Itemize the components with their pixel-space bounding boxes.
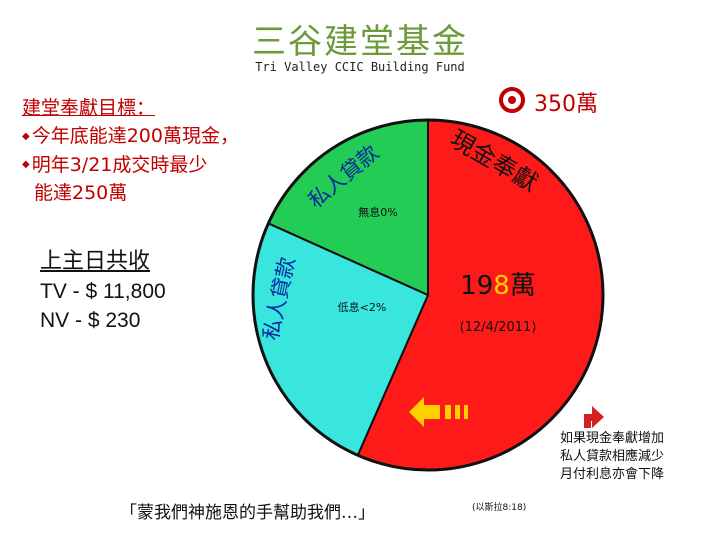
goal-line-2: 明年3/21成交時最少 <box>22 151 239 180</box>
note-line-1: 如果現金奉獻增加 <box>560 431 665 446</box>
low-interest-label: 低息<2% <box>338 300 387 314</box>
page-subtitle: Tri Valley CCIC Building Fund <box>255 60 465 74</box>
pie-outline <box>251 118 605 472</box>
offering-heading: 上主日共收 <box>40 248 151 273</box>
offering-block: 上主日共收 TV - $ 11,800 NV - $ 230 <box>40 246 166 335</box>
cash-amount-suffix: 萬 <box>510 271 536 301</box>
cash-amount: 198萬 <box>460 271 536 301</box>
target-icon <box>498 86 526 118</box>
verse-text: 「蒙我們神施恩的手幫助我們…」 <box>120 503 375 523</box>
target-amount: 350萬 <box>534 92 598 117</box>
cash-amount-prefix: 19 <box>460 271 493 301</box>
turn-arrow-icon <box>584 406 604 428</box>
verse-reference: (以斯拉8:18) <box>472 503 527 513</box>
goal-line-1: 今年底能達200萬現金， <box>22 122 239 151</box>
offering-nv: NV - $ 230 <box>40 309 141 332</box>
cash-date: (12/4/2011) <box>460 320 537 335</box>
cash-amount-highlight: 8 <box>493 271 510 301</box>
page-title: 三谷建堂基金 <box>252 22 468 62</box>
arrow-left-icon <box>409 397 468 427</box>
note-line-2: 私人貸款相應減少 <box>560 449 665 464</box>
goal-block: 建堂奉獻目標： 今年底能達200萬現金， 明年3/21成交時最少 能達250萬 <box>22 94 239 207</box>
goal-heading: 建堂奉獻目標： <box>22 97 156 119</box>
goal-line-3: 能達250萬 <box>34 182 128 204</box>
offering-tv: TV - $ 11,800 <box>40 280 166 303</box>
note-block: 如果現金奉獻增加 私人貸款相應減少 月付利息亦會下降 <box>560 430 664 484</box>
note-line-3: 月付利息亦會下降 <box>560 467 665 482</box>
interest-free-label: 無息0% <box>358 205 397 219</box>
